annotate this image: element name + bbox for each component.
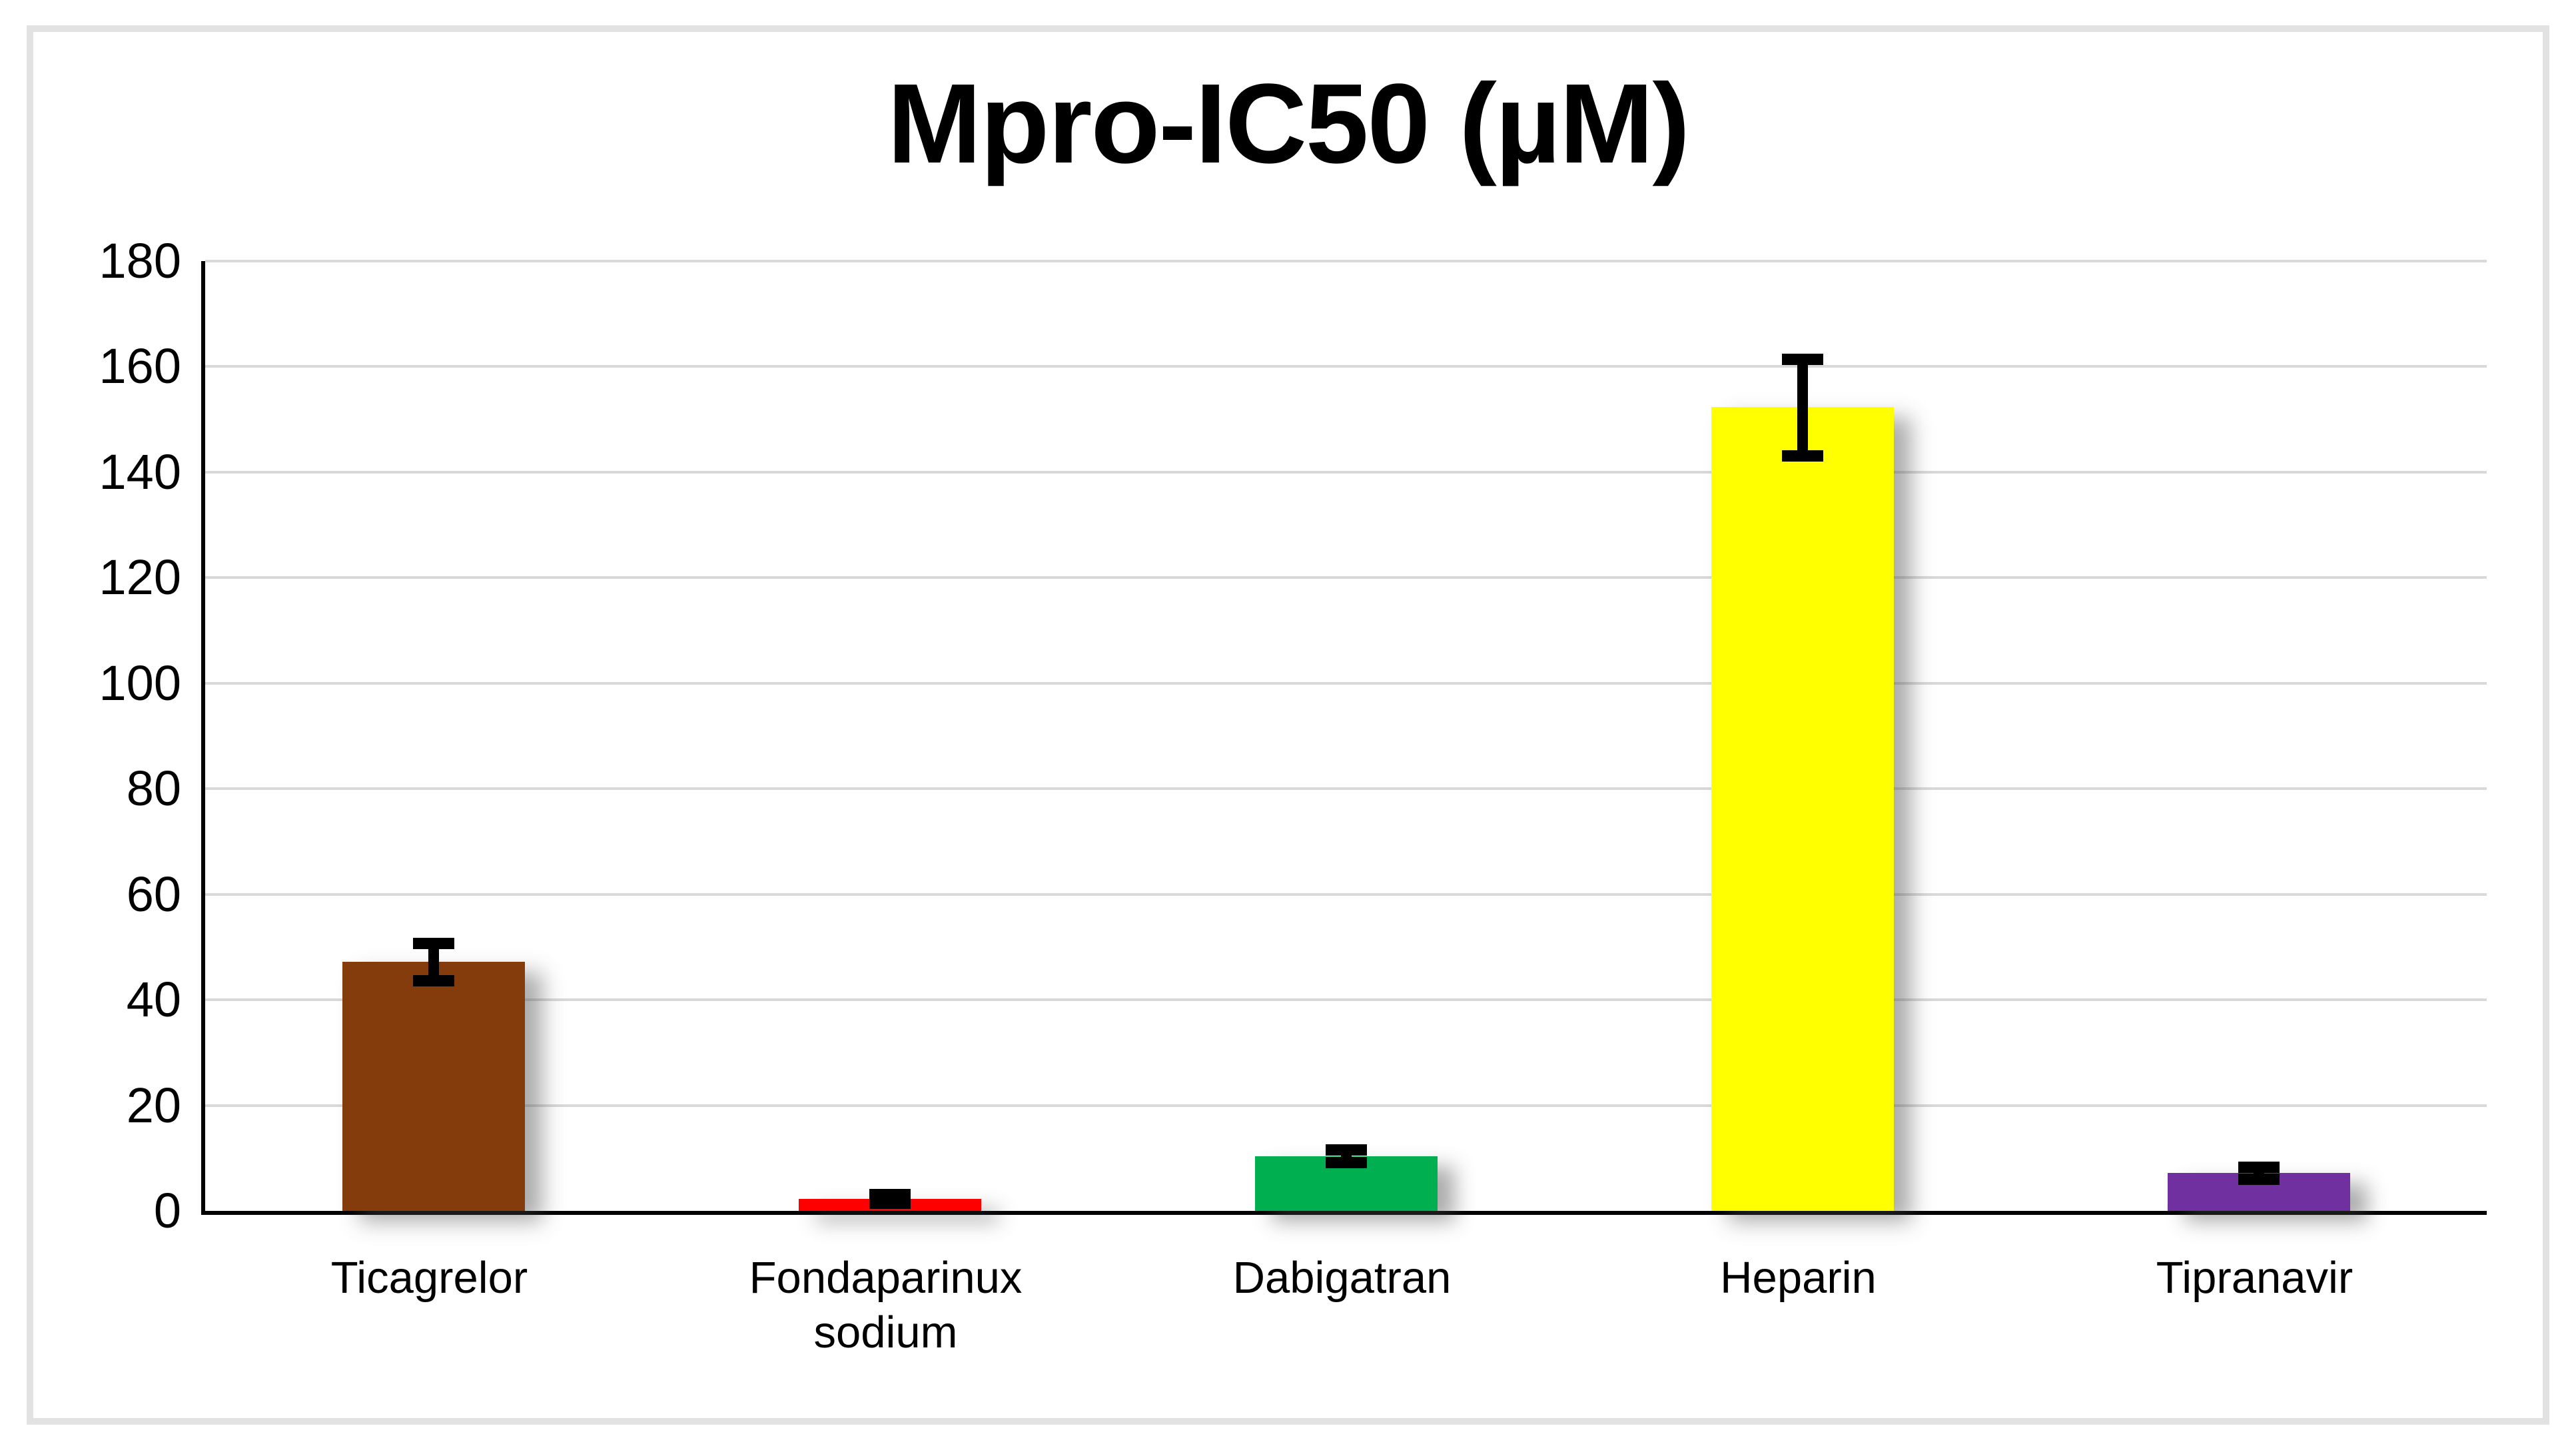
y-tick-label-160: 160	[99, 338, 181, 394]
y-tick-label-180: 180	[99, 233, 181, 288]
gridline-140	[205, 470, 2487, 474]
error-bar-bottom-cap-tipranavir	[2238, 1173, 2280, 1185]
chart-title: Mpro-IC50 (µM)	[887, 61, 1690, 187]
y-tick-label-100: 100	[99, 655, 181, 711]
y-axis-tick-labels: 0 20 40 60 80 100 120 140 160 180	[0, 236, 181, 1236]
gridline-100	[205, 681, 2487, 685]
bar-ticagrelor	[342, 962, 525, 1211]
y-tick-label-120: 120	[99, 549, 181, 605]
error-bar-top-cap-dabigatran	[1325, 1144, 1367, 1156]
y-tick-label-140: 140	[99, 444, 181, 500]
x-tick-label-heparin: Heparin	[1720, 1253, 1877, 1303]
y-tick-label-40: 40	[126, 972, 181, 1028]
error-bar-ticagrelor	[428, 943, 439, 980]
gridline-180	[205, 260, 2487, 262]
error-bar-heparin	[1797, 359, 1808, 456]
gridline-60	[205, 893, 2487, 896]
y-tick-label-60: 60	[126, 866, 181, 922]
y-tick-label-0: 0	[153, 1183, 181, 1238]
error-bar-top-cap-heparin	[1781, 354, 1823, 366]
gridline-160	[205, 365, 2487, 368]
error-bar-top-cap-tipranavir	[2238, 1162, 2280, 1174]
gridline-120	[205, 576, 2487, 579]
bar-heparin	[1711, 407, 1894, 1211]
y-tick-label-20: 20	[126, 1077, 181, 1133]
plot-area	[201, 260, 2487, 1215]
x-tick-label-tipranavir: Tipranavir	[2156, 1253, 2354, 1303]
x-tick-label-dabigatran: Dabigatran	[1232, 1253, 1452, 1303]
x-tick-label-ticagrelor: Ticagrelor	[330, 1253, 528, 1303]
error-bar-bottom-cap-fondaparinux-sodium	[869, 1198, 911, 1210]
error-bar-bottom-cap-dabigatran	[1325, 1157, 1367, 1169]
x-tick-label-fondaparinux-sodium: Fondaparinux sodium	[749, 1253, 1023, 1357]
gridline-40	[205, 998, 2487, 1002]
error-bar-top-cap-ticagrelor	[412, 938, 454, 950]
error-bar-bottom-cap-ticagrelor	[412, 974, 454, 986]
error-bar-bottom-cap-heparin	[1781, 450, 1823, 462]
gridline-80	[205, 787, 2487, 791]
y-tick-label-80: 80	[126, 761, 181, 817]
gridline-20	[205, 1104, 2487, 1107]
